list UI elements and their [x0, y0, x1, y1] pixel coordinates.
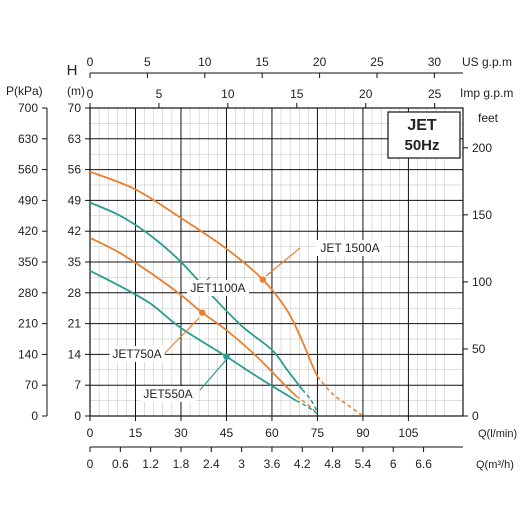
series-tail-jet-1500a	[316, 375, 364, 417]
y-pressure-tick-label: 350	[18, 255, 38, 269]
x-main-tick-label: 105	[398, 426, 418, 440]
series-labels: JET 1500A JET1100A JET750A JET550A	[109, 240, 385, 402]
series-label-jet-1500a: JET 1500A	[320, 241, 379, 255]
x-impgpm-tick-label: 15	[290, 87, 304, 101]
x-m3h-tick-label: 0.6	[112, 457, 129, 471]
series-callout-line-jet550a	[199, 359, 227, 391]
y-head-tick-label: 70	[68, 101, 82, 115]
series-marker-jet550a	[223, 353, 230, 360]
y-feet-tick-label: 100	[472, 275, 492, 289]
y-head-label: H	[67, 62, 78, 79]
y-head-tick-label: 63	[68, 132, 82, 146]
x-usgpm-tick-label: 15	[256, 55, 270, 69]
y-pressure-label: P(kPa)	[6, 84, 43, 98]
x-main-tick-label: 75	[311, 426, 325, 440]
y-head-tick-label: 56	[68, 163, 82, 177]
y-head-tick-label: 7	[74, 378, 81, 392]
y-pressure-tick-label: 140	[18, 347, 38, 361]
x-m3h-tick-label: 3.6	[264, 457, 281, 471]
x-usgpm-tick-label: 25	[370, 55, 384, 69]
x-usgpm-tick-label: 30	[428, 55, 442, 69]
y-feet-tick-label: 50	[472, 342, 486, 356]
y-pressure-tick-label: 700	[18, 101, 38, 115]
x-m3h-tick-label: 2.4	[203, 457, 220, 471]
x-m3h-tick-label: 1.8	[173, 457, 190, 471]
series-line-jet-1500a	[89, 170, 319, 377]
grid	[89, 107, 464, 417]
x-m3h-tick-label: 4.2	[294, 457, 311, 471]
title-line2: 50Hz	[404, 137, 439, 154]
x-m3h-tick-label: 6	[390, 457, 397, 471]
axes: 0714212835424956637007014021028035042049…	[18, 55, 492, 471]
series-tail-jet1100a	[301, 389, 319, 412]
x-impgpm-label: Imp g.p.m	[460, 86, 513, 100]
y-feet-tick-label: 200	[472, 141, 492, 155]
series-label-jet750a: JET750A	[112, 347, 161, 361]
series-label-jet1100a: JET1100A	[190, 281, 245, 295]
series-label-bg-jet1100a	[187, 280, 249, 296]
x-usgpm-tick-label: 10	[198, 55, 212, 69]
x-main-tick-label: 0	[87, 426, 94, 440]
x-impgpm-tick-label: 10	[221, 87, 235, 101]
title-line1: JET	[407, 117, 437, 134]
x-m3h-tick-label: 1.2	[142, 457, 159, 471]
x-impgpm-tick-label: 25	[428, 87, 442, 101]
series-callout-line-jet750a	[164, 317, 200, 354]
y-feet-label: feet	[478, 111, 499, 125]
x-main-tick-label: 15	[129, 426, 143, 440]
x-main-tick-label: 90	[356, 426, 370, 440]
series-label-jet550a: JET550A	[143, 387, 192, 401]
x-usgpm-label: US g.p.m	[462, 55, 512, 69]
y-head-tick-label: 42	[68, 224, 82, 238]
y-pressure-tick-label: 490	[18, 193, 38, 207]
series-callout-line-jet-1500a	[265, 247, 301, 277]
y-pressure-tick-label: 630	[18, 132, 38, 146]
series	[89, 170, 364, 417]
y-pressure-tick-label: 420	[18, 224, 38, 238]
x-impgpm-tick-label: 0	[87, 87, 94, 101]
y-head-tick-label: 28	[68, 286, 82, 300]
series-tail-jet550a	[295, 399, 318, 415]
x-main-label: Q(l/min)	[478, 428, 517, 440]
x-m3h-tick-label: 0	[87, 457, 94, 471]
x-m3h-tick-label: 6.6	[415, 457, 432, 471]
y-feet-tick-label: 150	[472, 208, 492, 222]
x-impgpm-tick-label: 5	[156, 87, 163, 101]
x-main-tick-label: 30	[174, 426, 188, 440]
series-label-bg-jet750a	[109, 346, 165, 362]
x-m3h-tick-label: 3	[238, 457, 245, 471]
x-m3h-tick-label: 5.4	[355, 457, 372, 471]
y-head-tick-label: 35	[68, 255, 82, 269]
y-pressure-tick-label: 70	[25, 378, 39, 392]
y-head-unit: (m)	[67, 84, 85, 98]
x-main-tick-label: 45	[220, 426, 234, 440]
y-head-tick-label: 0	[74, 409, 81, 423]
y-head-tick-label: 21	[68, 317, 82, 331]
x-m3h-tick-label: 4.8	[324, 457, 341, 471]
x-main-tick-label: 60	[265, 426, 279, 440]
x-usgpm-tick-label: 20	[313, 55, 327, 69]
series-marker-jet750a	[199, 309, 206, 316]
series-label-bg-jet-1500a	[315, 240, 385, 256]
y-feet-tick-label: 0	[472, 409, 479, 423]
y-head-tick-label: 49	[68, 193, 82, 207]
x-usgpm-tick-label: 0	[87, 55, 94, 69]
series-label-bg-jet550a	[140, 386, 196, 402]
y-head-tick-label: 14	[68, 347, 82, 361]
x-usgpm-tick-label: 5	[144, 55, 151, 69]
y-pressure-tick-label: 0	[31, 409, 38, 423]
series-line-jet550a	[89, 269, 297, 402]
y-pressure-tick-label: 280	[18, 286, 38, 300]
x-impgpm-tick-label: 20	[359, 87, 373, 101]
y-pressure-tick-label: 210	[18, 317, 38, 331]
x-m3h-label: Q(m³/h)	[476, 459, 514, 471]
series-marker-jet-1500a	[259, 276, 267, 283]
title-box: JET 50Hz	[387, 111, 461, 159]
y-pressure-tick-label: 560	[18, 163, 38, 177]
